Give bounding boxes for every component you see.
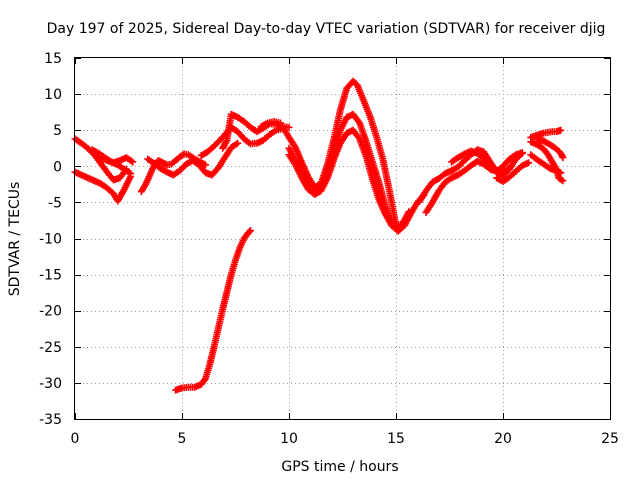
series-track-20	[533, 135, 567, 162]
series-track-21	[172, 227, 254, 394]
data-point	[200, 376, 208, 384]
y-tick-label: 0	[53, 159, 62, 175]
data-point	[518, 149, 526, 157]
data-point	[246, 227, 254, 235]
y-axis-label: SDTVAR / TECUs	[7, 182, 23, 297]
y-tick-label: -10	[39, 232, 62, 248]
series-track-7	[197, 123, 287, 159]
x-tick-label: 20	[494, 431, 512, 447]
series-track-19	[527, 126, 565, 141]
data-point	[557, 176, 565, 184]
chart-title: Day 197 of 2025, Sidereal Day-to-day VTE…	[47, 21, 606, 37]
x-tick-label: 10	[280, 431, 298, 447]
series-track-9	[257, 118, 284, 131]
x-tick-label: 5	[178, 431, 187, 447]
data-point	[505, 164, 513, 172]
x-tick-label: 25	[601, 431, 619, 447]
y-tick-label: 15	[44, 51, 62, 67]
data-point	[245, 228, 253, 236]
series-track-4	[97, 154, 137, 167]
series-track-15	[448, 147, 513, 177]
data-point	[202, 161, 210, 169]
x-tick-label: 0	[71, 431, 80, 447]
y-tick-label: -25	[39, 340, 62, 356]
series-track-16	[493, 159, 533, 185]
data-point	[127, 170, 135, 178]
data-point	[234, 139, 242, 147]
data-point	[276, 119, 284, 127]
x-tick-label: 15	[387, 431, 405, 447]
data-point	[129, 158, 137, 166]
x-axis-label: GPS time / hours	[281, 459, 398, 475]
series-track-10	[279, 77, 413, 230]
y-tick-label: -20	[39, 304, 62, 320]
plot-frame	[74, 57, 611, 420]
series-track-1	[71, 135, 130, 184]
y-tick-label: -15	[39, 268, 62, 284]
data-point	[557, 126, 565, 134]
y-tick-label: -30	[39, 376, 62, 392]
series-track-12	[285, 126, 409, 233]
data-layer	[71, 77, 567, 394]
series-track-2	[71, 168, 135, 205]
series-track-8	[219, 110, 293, 152]
y-tick-label: -35	[39, 412, 62, 428]
tick-labels: 0 5 10 15 20 25 15 10 5 0 -5 -10 -15 -20 -25 -30 -35	[39, 51, 619, 447]
data-point	[559, 177, 567, 185]
y-tick-label: 10	[44, 87, 62, 103]
y-tick-label: -5	[48, 195, 62, 211]
grid	[75, 58, 610, 419]
data-point	[285, 123, 293, 131]
data-point	[525, 159, 533, 167]
series-track-14	[422, 149, 526, 217]
data-point	[559, 154, 567, 162]
series-track-6	[144, 139, 242, 179]
data-point	[401, 217, 409, 225]
y-tick-label: 5	[53, 123, 62, 139]
